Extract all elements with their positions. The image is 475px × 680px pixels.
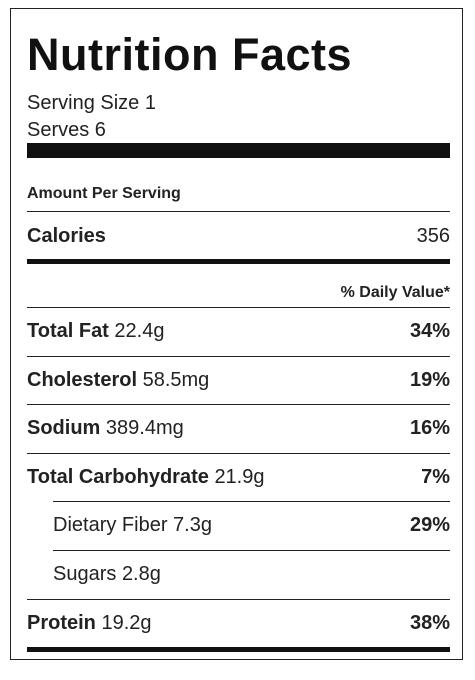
nutrient-row-protein: Protein 19.2g 38% [27,609,450,637]
divider-rule [27,211,450,212]
nutrient-amount: 2.8g [121,562,161,585]
medium-divider [27,259,450,264]
nutrient-label: Cholesterol [27,368,138,391]
nutrient-daily-value: 19% [409,368,450,391]
nutrient-name: Total Carbohydrate 21.9g [27,466,265,489]
divider-rule-indented [53,501,450,502]
nutrient-daily-value: 34% [409,319,450,342]
divider-rule [27,404,450,405]
nutrition-title: Nutrition Facts [27,29,353,80]
daily-value-header: % Daily Value* [340,284,450,301]
bottom-divider [27,647,450,652]
nutrition-facts-label: Nutrition Facts Serving Size 1 Serves 6 … [10,8,463,660]
nutrient-amount: 389.4mg [105,416,184,439]
nutrient-label: Dietary Fiber [53,513,168,536]
nutrient-label: Total Fat [27,319,109,342]
nutrient-daily-value: 7% [421,465,450,488]
nutrient-name: Sodium 389.4mg [27,417,184,440]
nutrient-label: Total Carbohydrate [27,465,209,488]
divider-rule-indented [53,550,450,551]
nutrient-amount: 21.9g [214,465,265,488]
nutrient-row-total-carbohydrate: Total Carbohydrate 21.9g 7% [27,463,450,491]
calories-row: Calories 356 [27,222,450,250]
nutrient-name: Dietary Fiber 7.3g [27,514,212,537]
nutrient-row-sugars: Sugars 2.8g [27,560,450,588]
serves-count: Serves 6 [27,119,106,141]
nutrient-daily-value: 29% [409,513,450,536]
nutrient-daily-value: 16% [409,416,450,439]
nutrient-name: Total Fat 22.4g [27,320,164,343]
nutrient-label: Sodium [27,416,101,439]
nutrient-row-total-fat: Total Fat 22.4g 34% [27,317,450,345]
nutrition-facts-content: Nutrition Facts Serving Size 1 Serves 6 … [27,9,450,659]
nutrient-amount: 58.5mg [142,368,210,391]
nutrient-label: Protein [27,611,96,634]
amount-per-serving: Amount Per Serving [27,185,181,202]
nutrient-row-cholesterol: Cholesterol 58.5mg 19% [27,366,450,394]
divider-rule [27,307,450,308]
divider-rule [27,356,450,357]
nutrient-row-sodium: Sodium 389.4mg 16% [27,414,450,442]
nutrient-amount: 7.3g [173,513,212,536]
thick-divider-top [27,143,450,158]
nutrient-amount: 22.4g [114,319,165,342]
nutrient-name: Cholesterol 58.5mg [27,369,209,392]
nutrient-name: Protein 19.2g [27,612,152,635]
nutrient-daily-value: 38% [409,611,450,634]
nutrient-label: Sugars [53,562,117,585]
calories-label: Calories [27,224,106,247]
nutrient-amount: 19.2g [101,611,152,634]
nutrient-name: Sugars 2.8g [27,563,161,586]
nutrient-row-dietary-fiber: Dietary Fiber 7.3g 29% [27,511,450,539]
divider-rule [27,599,450,600]
calories-value: 356 [416,224,450,247]
divider-rule [27,453,450,454]
serving-size: Serving Size 1 [27,92,156,114]
